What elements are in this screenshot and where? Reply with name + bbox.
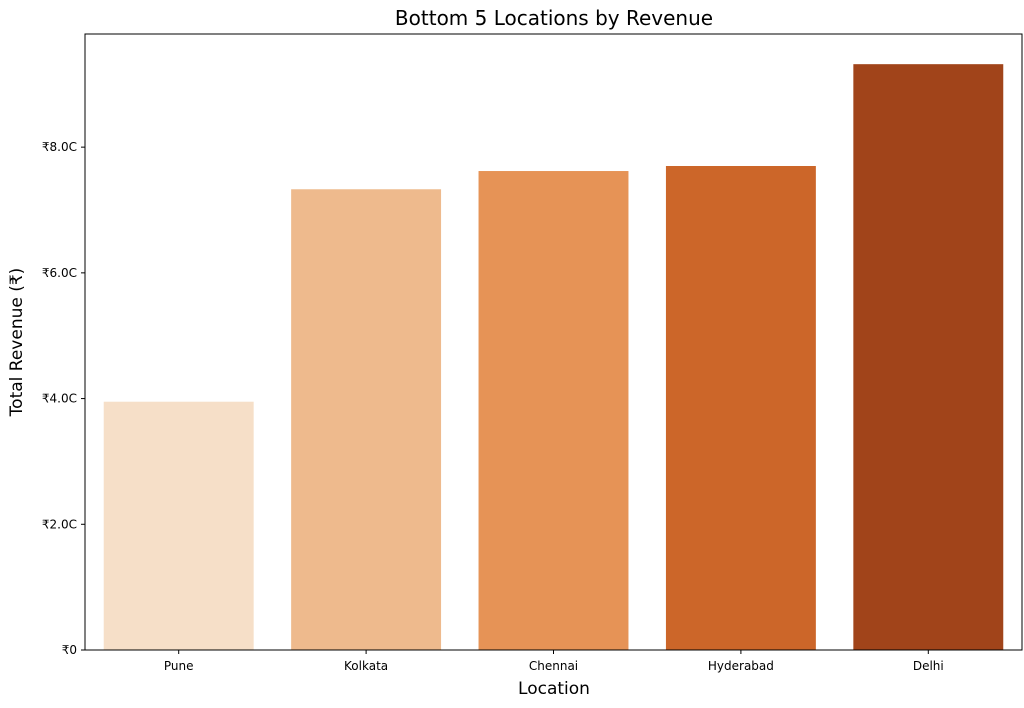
x-tick-label: Chennai [529, 659, 578, 673]
y-tick-label: ₹4.0C [42, 392, 77, 406]
x-axis-label: Location [518, 679, 590, 699]
y-tick-label: ₹6.0C [42, 266, 77, 280]
x-tick-label: Delhi [913, 659, 944, 673]
y-tick-label: ₹0 [62, 643, 77, 657]
bar-chennai [478, 171, 629, 650]
bars-group [103, 64, 1004, 650]
bar-pune [103, 401, 254, 650]
x-tick-label: Pune [164, 659, 194, 673]
chart-title: Bottom 5 Locations by Revenue [395, 6, 713, 30]
bar-delhi [853, 64, 1004, 650]
x-tick-label: Hyderabad [708, 659, 774, 673]
y-tick-label: ₹2.0C [42, 517, 77, 531]
y-axis: ₹0 ₹2.0C ₹4.0C ₹6.0C ₹8.0C [42, 140, 85, 657]
x-axis: Pune Kolkata Chennai Hyderabad Delhi [164, 650, 944, 673]
x-tick-label: Kolkata [344, 659, 388, 673]
y-axis-label: Total Revenue (₹) [7, 268, 27, 418]
bar-kolkata [291, 189, 442, 650]
y-tick-label: ₹8.0C [42, 140, 77, 154]
bar-hyderabad [665, 166, 816, 650]
